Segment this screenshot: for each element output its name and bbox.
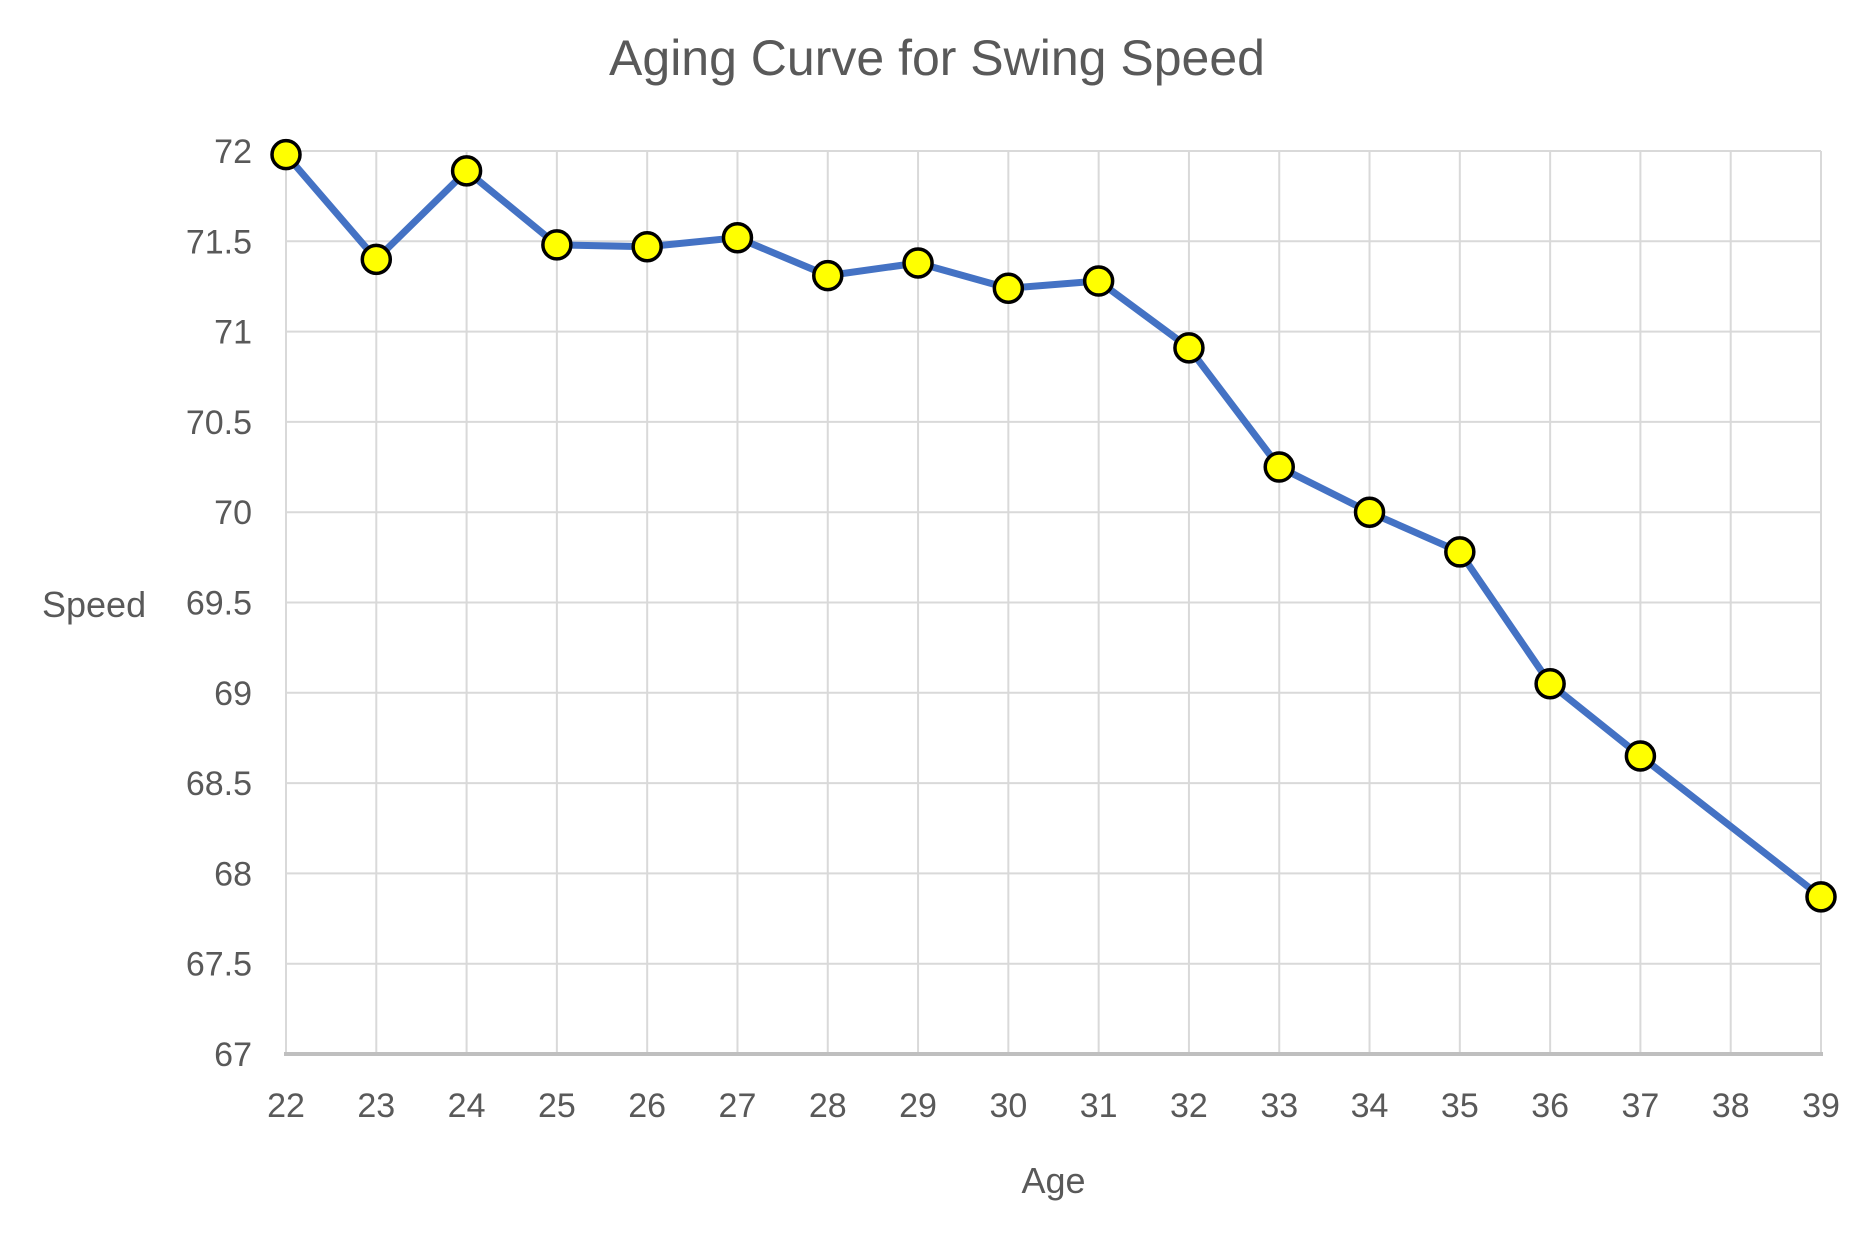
x-tick-label-30: 30 — [989, 1087, 1027, 1125]
x-tick-label-24: 24 — [448, 1087, 486, 1125]
data-point-age-25 — [541, 229, 573, 261]
chart-title: Aging Curve for Swing Speed — [609, 30, 1265, 86]
y-tick-label-72: 72 — [214, 133, 252, 171]
y-axis-title: Speed — [42, 584, 147, 625]
x-tick-label-35: 35 — [1441, 1087, 1479, 1125]
data-point-age-23 — [360, 243, 393, 276]
data-point-age-39 — [1805, 881, 1837, 913]
x-tick-label-36: 36 — [1531, 1087, 1569, 1125]
y-tick-label-70.5: 70.5 — [186, 404, 252, 442]
x-tick-label-26: 26 — [628, 1087, 666, 1125]
data-point-age-30 — [992, 272, 1025, 305]
series-line — [282, 151, 1825, 901]
y-tick-label-68.5: 68.5 — [186, 765, 252, 803]
y-tick-label-68: 68 — [214, 855, 252, 893]
data-point-age-26 — [631, 230, 663, 263]
data-point-age-24 — [450, 155, 483, 187]
y-tick-label-67: 67 — [214, 1036, 252, 1074]
x-tick-label-33: 33 — [1260, 1087, 1298, 1125]
x-tick-label-29: 29 — [899, 1087, 937, 1125]
data-point-age-27 — [721, 221, 754, 254]
x-tick-label-31: 31 — [1080, 1087, 1118, 1125]
data-point-age-31 — [1082, 265, 1115, 297]
x-tick-label-37: 37 — [1621, 1087, 1659, 1125]
data-point-age-37 — [1624, 740, 1657, 772]
y-tick-label-69.5: 69.5 — [186, 585, 252, 623]
data-point-age-33 — [1263, 451, 1295, 483]
data-point-age-28 — [812, 259, 844, 292]
x-tick-label-25: 25 — [538, 1087, 576, 1125]
y-tick-label-69: 69 — [214, 675, 252, 713]
x-tick-label-39: 39 — [1802, 1087, 1840, 1125]
data-point-age-22 — [270, 138, 302, 171]
x-tick-label-34: 34 — [1351, 1087, 1389, 1125]
data-point-age-29 — [902, 247, 934, 279]
data-point-age-36 — [1534, 668, 1566, 700]
x-tick-label-38: 38 — [1712, 1087, 1750, 1125]
data-point-age-35 — [1444, 536, 1476, 568]
y-tick-label-70: 70 — [214, 494, 252, 532]
x-axis-title: Age — [1021, 1160, 1086, 1201]
x-tick-label-23: 23 — [357, 1087, 395, 1125]
x-tick-label-22: 22 — [267, 1087, 305, 1125]
x-tick-label-32: 32 — [1170, 1087, 1208, 1125]
x-tick-label-27: 27 — [719, 1087, 757, 1125]
y-tick-label-71.5: 71.5 — [186, 223, 252, 261]
x-tick-label-28: 28 — [809, 1087, 847, 1125]
y-tick-label-71: 71 — [214, 314, 252, 352]
data-point-age-32 — [1173, 332, 1205, 364]
data-point-age-34 — [1353, 496, 1386, 528]
y-tick-label-67.5: 67.5 — [186, 946, 252, 984]
